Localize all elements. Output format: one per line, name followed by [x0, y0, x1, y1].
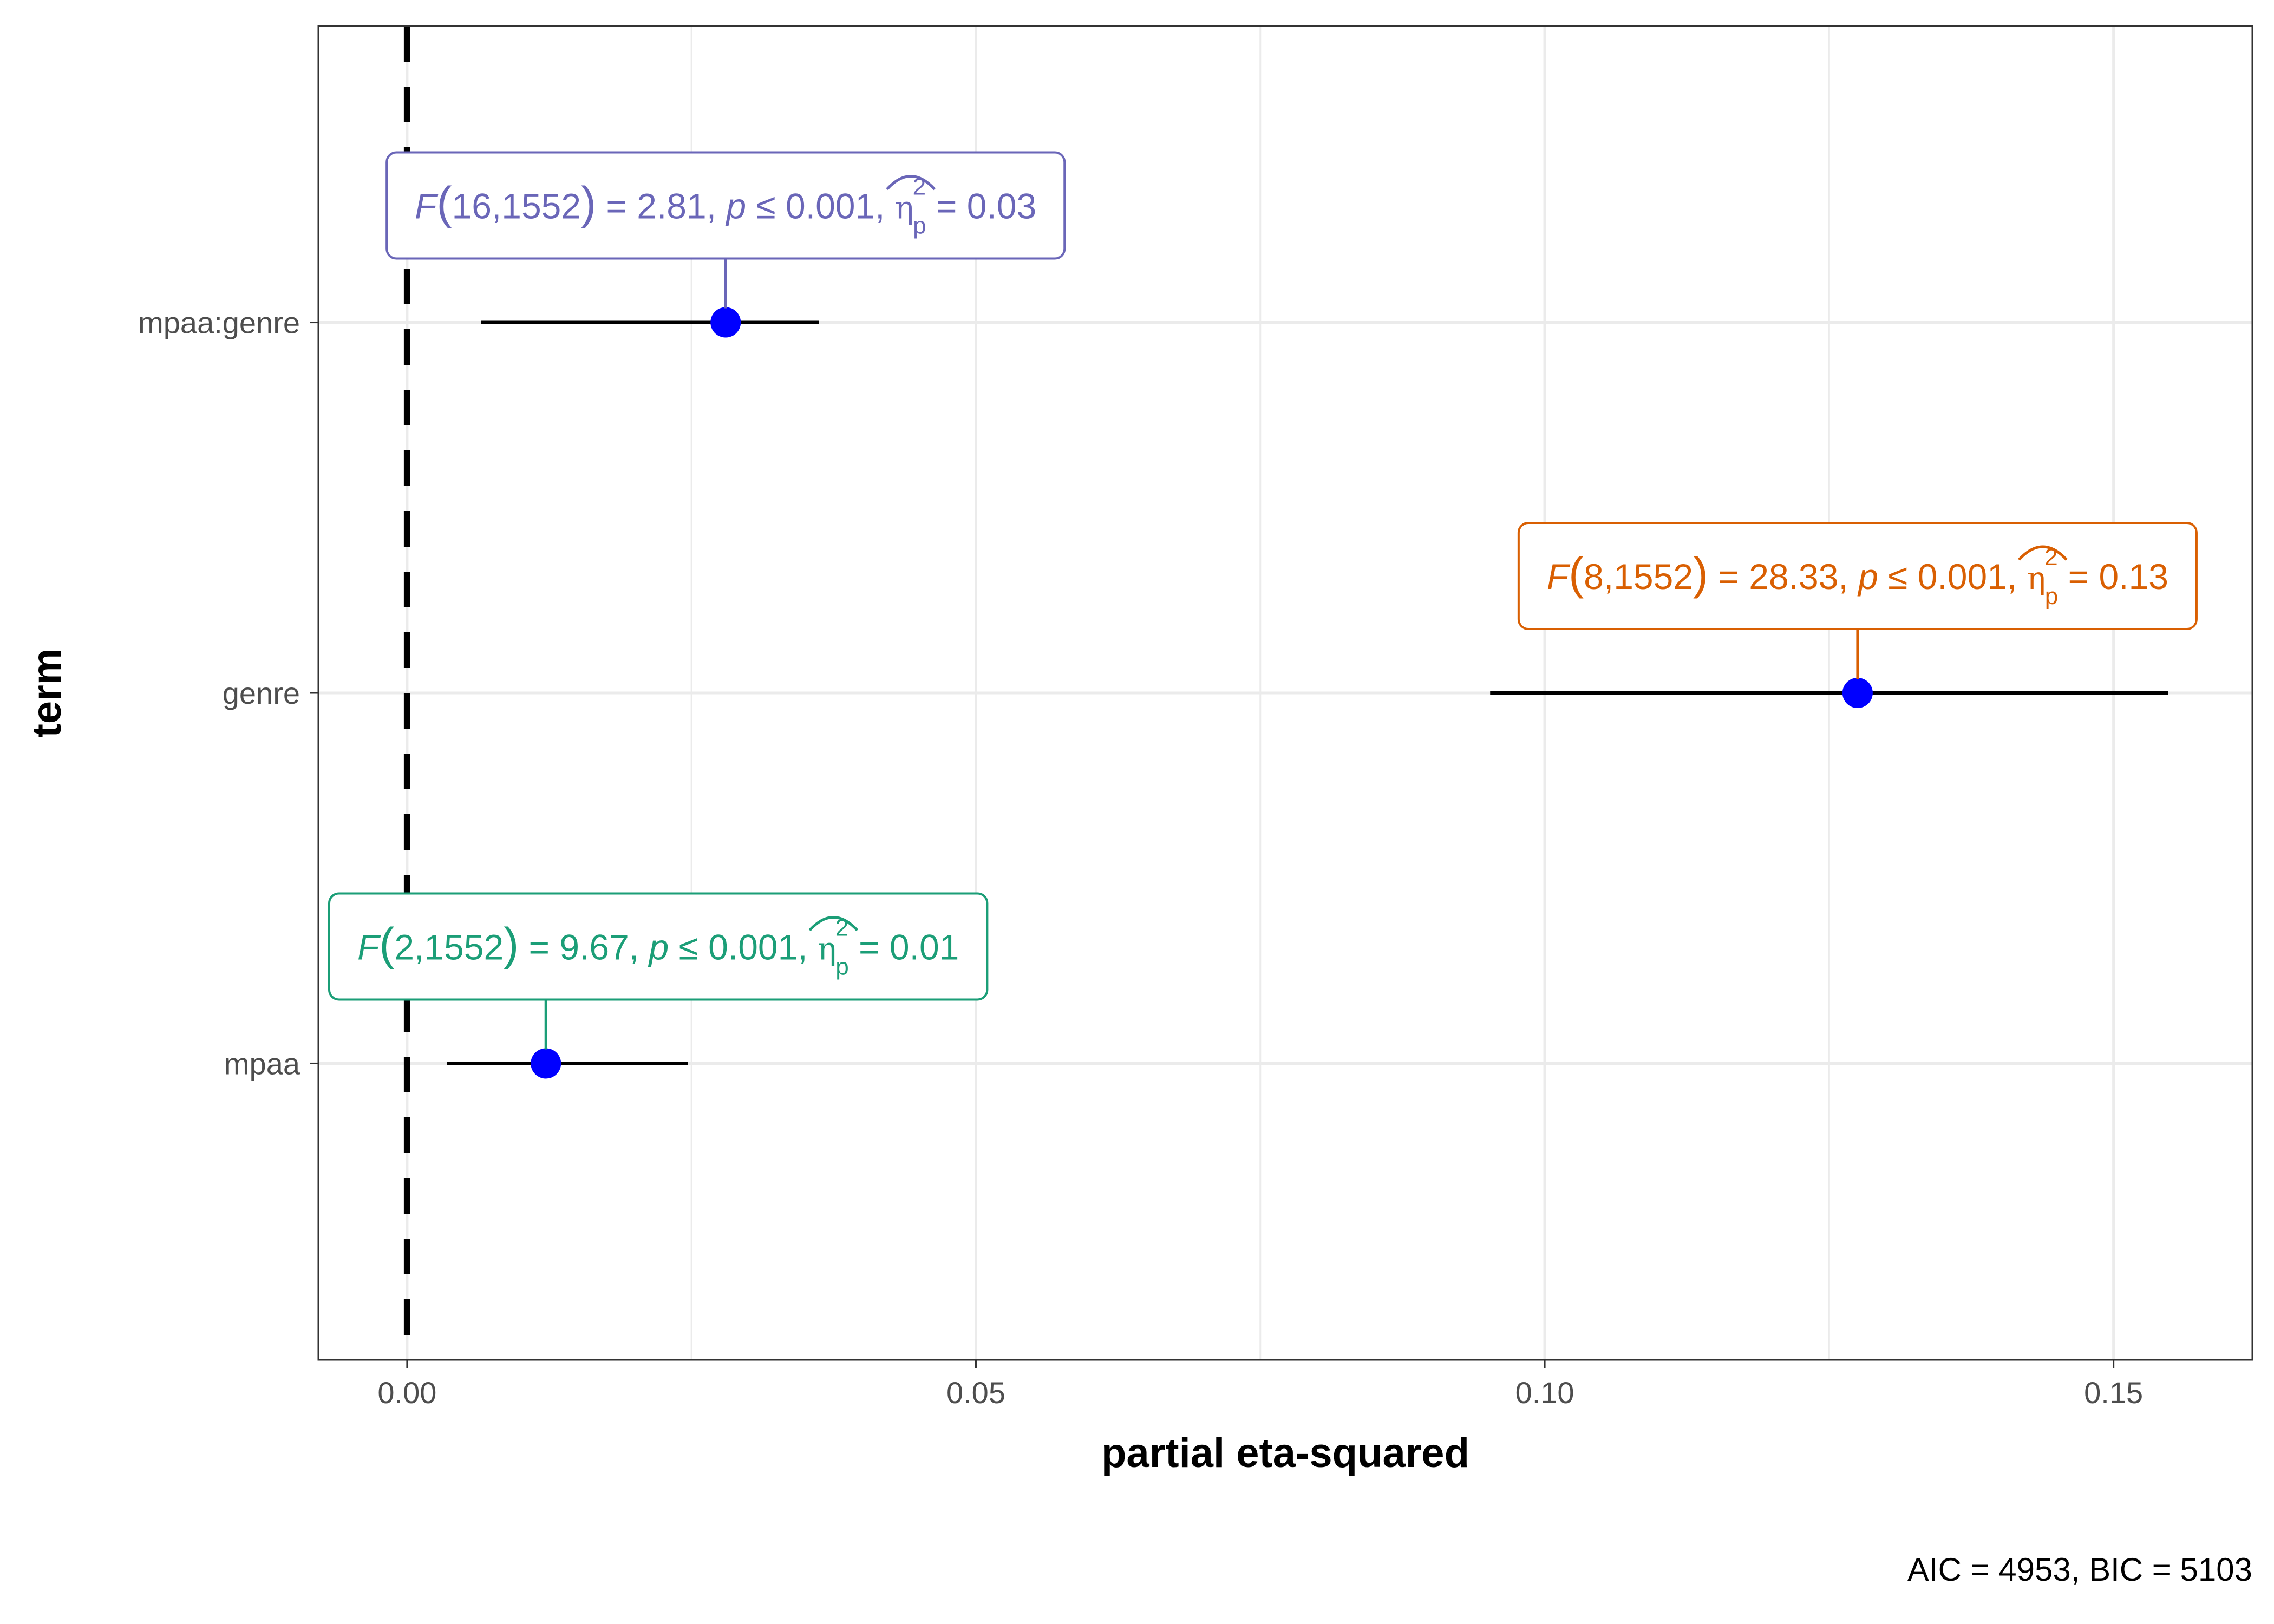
f-symbol: F [1547, 556, 1571, 597]
x-tick-label: 0.05 [946, 1376, 1005, 1410]
eta-hat [2018, 545, 2068, 561]
caption: AIC = 4953, BIC = 5103 [1907, 1551, 2252, 1588]
x-tick-label: 0.00 [377, 1376, 436, 1410]
p-symbol: p [1857, 556, 1878, 597]
p-value: ≤ 0.001, [669, 927, 818, 967]
y-axis: mpaa genre mpaa:genre [138, 306, 318, 1081]
eta-value: = 0.03 [926, 186, 1037, 226]
point [710, 307, 741, 338]
eta-symbol: η [895, 189, 914, 226]
open-paren: ( [437, 178, 452, 228]
close-paren: ) [581, 178, 596, 228]
annotation-label: F(2,1552) = 9.67, p ≤ 0.001, η2 p = 0.01 [328, 892, 989, 1050]
df: 2,1552 [394, 927, 504, 967]
eta-subscript: p [835, 953, 848, 980]
whiskers [447, 320, 2168, 1065]
f-symbol: F [357, 927, 381, 967]
p-value: ≤ 0.001, [746, 186, 895, 226]
close-paren: ) [1693, 548, 1708, 599]
eta-symbol: η [2027, 560, 2046, 597]
eta-subscript: p [2045, 583, 2058, 610]
x-tick-label: 0.15 [2084, 1376, 2143, 1410]
eta-value: = 0.13 [2058, 556, 2168, 597]
eta-symbol: η [818, 930, 837, 967]
open-paren: ( [1569, 548, 1584, 599]
f-symbol: F [415, 186, 439, 226]
y-axis-title: term [24, 649, 70, 738]
annotation-text: F(8,1552) = 28.33, p ≤ 0.001, η2 p = 0.13 [1547, 544, 2168, 610]
annotations: F(16,1552) = 2.81, p ≤ 0.001, η2 p = 0.03… [328, 151, 2198, 1050]
open-paren: ( [379, 918, 394, 969]
eta-subscript: p [913, 213, 926, 239]
f-value: = 28.33, [1708, 556, 1858, 597]
point [531, 1048, 561, 1079]
x-tick-label: 0.10 [1515, 1376, 1574, 1410]
annotation-text: F(16,1552) = 2.81, p ≤ 0.001, η2 p = 0.03 [415, 174, 1036, 239]
x-axis: 0.00 0.05 0.10 0.15 [377, 1360, 2143, 1410]
f-value: = 9.67, [519, 927, 649, 967]
annotation-text: F(2,1552) = 9.67, p ≤ 0.001, η2 p = 0.01 [357, 914, 959, 980]
y-tick-label: mpaa:genre [138, 306, 300, 340]
df: 8,1552 [1584, 556, 1693, 597]
annotation-label: F(16,1552) = 2.81, p ≤ 0.001, η2 p = 0.03 [385, 151, 1066, 309]
p-symbol: p [648, 927, 669, 967]
eta-hat [886, 175, 936, 191]
y-tick-label: mpaa [224, 1046, 300, 1081]
y-tick-label: genre [223, 676, 300, 710]
df: 16,1552 [452, 186, 581, 226]
eta-value: = 0.01 [849, 927, 959, 967]
f-value: = 2.81, [596, 186, 726, 226]
p-symbol: p [725, 186, 746, 226]
close-paren: ) [504, 918, 519, 969]
x-axis-title: partial eta-squared [1101, 1430, 1469, 1476]
point [1842, 678, 1873, 708]
p-value: ≤ 0.001, [1878, 556, 2027, 597]
annotation-label: F(8,1552) = 28.33, p ≤ 0.001, η2 p = 0.13 [1517, 522, 2198, 679]
points [531, 307, 1873, 1079]
eta-hat [808, 916, 859, 932]
